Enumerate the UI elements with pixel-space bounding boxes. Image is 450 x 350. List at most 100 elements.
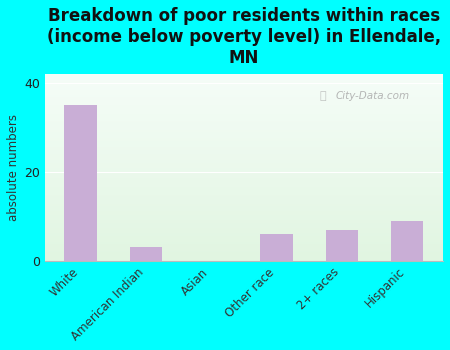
Bar [45,205,443,206]
Bar [45,159,443,160]
Bar [45,234,443,236]
Bar [45,255,443,256]
Bar [45,236,443,237]
Bar [45,178,443,179]
Bar [45,256,443,257]
Bar [45,223,443,224]
Bar [45,172,443,173]
Bar [45,76,443,77]
Bar [45,168,443,169]
Bar [45,103,443,104]
Bar [45,204,443,205]
Bar [45,237,443,238]
Bar [45,83,443,84]
Bar [45,102,443,103]
Bar [45,216,443,217]
Bar [45,250,443,251]
Bar [45,114,443,115]
Bar [45,120,443,121]
Bar [45,85,443,86]
Bar [45,107,443,108]
Bar [45,225,443,226]
Bar [45,212,443,213]
Bar [45,150,443,151]
Bar [45,185,443,186]
Bar [45,145,443,146]
Bar [45,130,443,131]
Bar [45,157,443,158]
Bar [45,155,443,156]
Bar [45,200,443,201]
Bar [45,187,443,188]
Bar [45,144,443,145]
Bar [45,128,443,129]
Bar [45,240,443,241]
Bar [45,92,443,93]
Bar [45,118,443,119]
Bar [45,165,443,166]
Bar [64,105,97,261]
Bar [45,154,443,155]
Bar [45,78,443,79]
Bar [45,99,443,100]
Bar [391,220,423,261]
Bar [45,182,443,183]
Bar [45,213,443,214]
Bar [45,98,443,99]
Bar [45,220,443,222]
Bar [45,116,443,117]
Bar [45,122,443,123]
Bar [45,160,443,161]
Bar [45,248,443,250]
Bar [45,208,443,209]
Bar [45,94,443,95]
Bar [45,104,443,105]
Bar [45,152,443,153]
Bar [45,82,443,83]
Bar [45,228,443,229]
Bar [45,181,443,182]
Bar [45,147,443,148]
Bar [45,176,443,177]
Bar [45,91,443,92]
Bar [45,245,443,246]
Bar [45,227,443,228]
Bar [45,141,443,142]
Bar [45,138,443,139]
Bar [45,79,443,80]
Bar [45,106,443,107]
Bar [45,80,443,81]
Bar [45,86,443,87]
Bar [45,121,443,122]
Bar [45,203,443,204]
Bar [45,247,443,248]
Bar [45,217,443,218]
Bar [45,75,443,76]
Bar [45,97,443,98]
Bar [45,238,443,239]
Bar [45,135,443,137]
Bar [45,211,443,212]
Bar [45,206,443,208]
Bar [45,173,443,174]
Bar [130,247,162,261]
Bar [45,246,443,247]
Bar [45,158,443,159]
Bar [45,109,443,110]
Bar [45,242,443,243]
Bar [45,134,443,135]
Bar [45,201,443,202]
Bar [45,108,443,109]
Bar [45,87,443,88]
Bar [45,74,443,75]
Bar [45,143,443,144]
Bar [45,257,443,258]
Bar [45,254,443,255]
Bar [45,202,443,203]
Bar [45,162,443,163]
Bar [45,96,443,97]
Bar [45,127,443,128]
Bar [45,167,443,168]
Bar [45,244,443,245]
Bar [45,105,443,106]
